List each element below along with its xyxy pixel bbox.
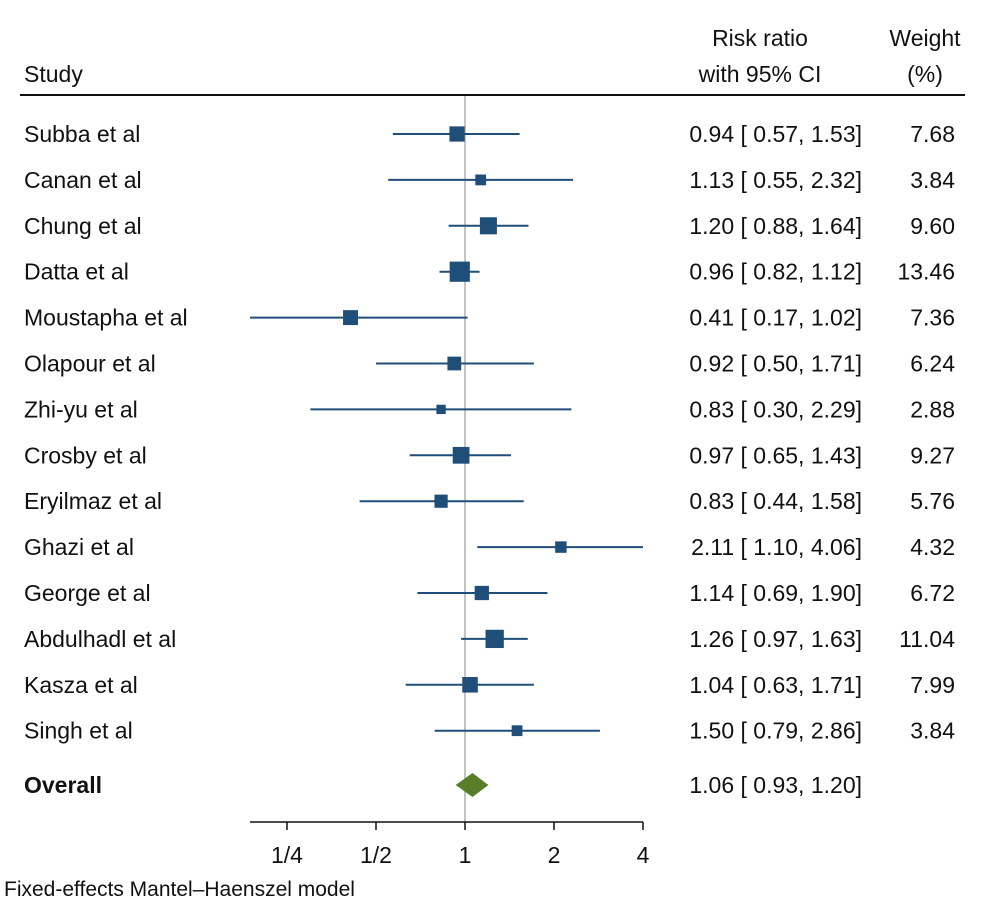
effect-marker — [486, 630, 504, 648]
overall-label: Overall — [24, 772, 102, 798]
study-row: Chung et al 1.20 [ 0.88, 1.64] 9.60 — [24, 213, 955, 239]
x-axis: 1/4 1/2 1 2 4 — [250, 822, 650, 868]
effect-marker — [453, 447, 470, 464]
study-row: Eryilmaz et al 0.83 [ 0.44, 1.58] 5.76 — [24, 488, 955, 514]
effect-marker — [462, 677, 478, 693]
study-row: Abdulhadl et al 1.26 [ 0.97, 1.63] 11.04 — [24, 626, 955, 652]
study-name: Crosby et al — [24, 442, 147, 468]
study-name: George et al — [24, 580, 151, 606]
effect-marker — [434, 495, 447, 508]
effect-marker — [475, 175, 486, 186]
weight-text: 11.04 — [899, 626, 955, 652]
study-name: Abdulhadl et al — [24, 626, 176, 652]
study-row: Moustapha et al 0.41 [ 0.17, 1.02] 7.36 — [24, 305, 955, 331]
study-name: Chung et al — [24, 213, 142, 239]
weight-text: 6.24 — [910, 351, 955, 377]
header-study: Study — [24, 61, 83, 87]
study-row: Subba et al 0.94 [ 0.57, 1.53] 7.68 — [24, 121, 955, 147]
ci-text: 0.41 [ 0.17, 1.02] — [689, 305, 862, 331]
study-row: Singh et al 1.50 [ 0.79, 2.86] 3.84 — [24, 718, 955, 744]
study-row: Olapour et al 0.92 [ 0.50, 1.71] 6.24 — [24, 351, 955, 377]
x-tick-label: 1/4 — [271, 842, 303, 868]
study-rows: Subba et al 0.94 [ 0.57, 1.53] 7.68 Canan e… — [24, 121, 955, 744]
ci-text: 0.96 [ 0.82, 1.12] — [689, 259, 862, 285]
header-ci: with 95% CI — [698, 61, 822, 87]
header-risk-ratio: Risk ratio — [712, 25, 808, 51]
weight-text: 6.72 — [910, 580, 955, 606]
ci-text: 0.92 [ 0.50, 1.71] — [689, 351, 862, 377]
weight-text: 9.60 — [910, 213, 955, 239]
effect-marker — [475, 586, 489, 600]
weight-text: 13.46 — [897, 259, 955, 285]
effect-marker — [480, 217, 497, 234]
ci-text: 0.97 [ 0.65, 1.43] — [689, 442, 862, 468]
study-row: George et al 1.14 [ 0.69, 1.90] 6.72 — [24, 580, 955, 606]
header-weight-unit: (%) — [907, 61, 943, 87]
ci-text: 0.83 [ 0.44, 1.58] — [689, 488, 862, 514]
weight-text: 2.88 — [910, 396, 955, 422]
x-tick-label: 4 — [637, 842, 650, 868]
study-row: Zhi-yu et al 0.83 [ 0.30, 2.29] 2.88 — [24, 396, 955, 422]
study-name: Singh et al — [24, 718, 133, 744]
weight-text: 3.84 — [910, 167, 955, 193]
ci-text: 1.20 [ 0.88, 1.64] — [689, 213, 862, 239]
effect-marker — [343, 310, 358, 325]
effect-marker — [555, 541, 566, 552]
ci-text: 0.94 [ 0.57, 1.53] — [689, 121, 862, 147]
study-name: Zhi-yu et al — [24, 396, 138, 422]
weight-text: 9.27 — [910, 442, 955, 468]
ci-text: 1.13 [ 0.55, 2.32] — [689, 167, 862, 193]
ci-text: 1.14 [ 0.69, 1.90] — [689, 580, 862, 606]
weight-text: 7.99 — [910, 672, 955, 698]
study-row: Datta et al 0.96 [ 0.82, 1.12] 13.46 — [24, 259, 955, 285]
overall-ci-text: 1.06 [ 0.93, 1.20] — [689, 772, 862, 798]
study-row: Ghazi et al 2.11 [ 1.10, 4.06] 4.32 — [24, 534, 955, 560]
study-row: Crosby et al 0.97 [ 0.65, 1.43] 9.27 — [24, 442, 955, 468]
weight-text: 5.76 — [910, 488, 955, 514]
effect-marker — [512, 725, 523, 736]
study-name: Subba et al — [24, 121, 140, 147]
overall-diamond — [456, 773, 489, 797]
weight-text: 7.36 — [910, 305, 955, 331]
header-weight: Weight — [889, 25, 961, 51]
effect-marker — [436, 405, 445, 414]
forest-plot: Study Risk ratio with 95% CI Weight (%) … — [0, 0, 1000, 918]
weight-text: 3.84 — [910, 718, 955, 744]
study-name: Kasza et al — [24, 672, 138, 698]
study-name: Olapour et al — [24, 351, 156, 377]
ci-text: 1.26 [ 0.97, 1.63] — [689, 626, 862, 652]
study-row: Canan et al 1.13 [ 0.55, 2.32] 3.84 — [24, 167, 955, 193]
study-name: Moustapha et al — [24, 305, 188, 331]
ci-text: 1.04 [ 0.63, 1.71] — [689, 672, 862, 698]
ci-text: 1.50 [ 0.79, 2.86] — [689, 718, 862, 744]
study-name: Datta et al — [24, 259, 129, 285]
weight-text: 7.68 — [910, 121, 955, 147]
x-tick-label: 2 — [548, 842, 561, 868]
effect-marker — [450, 262, 470, 282]
x-tick-label: 1/2 — [360, 842, 392, 868]
weight-text: 4.32 — [910, 534, 955, 560]
effect-marker — [449, 126, 464, 141]
study-name: Ghazi et al — [24, 534, 134, 560]
study-name: Canan et al — [24, 167, 142, 193]
study-name: Eryilmaz et al — [24, 488, 162, 514]
ci-text: 0.83 [ 0.30, 2.29] — [689, 396, 862, 422]
x-tick-label: 1 — [459, 842, 472, 868]
overall-row: Overall 1.06 [ 0.93, 1.20] — [24, 772, 862, 798]
effect-marker — [447, 357, 461, 371]
footnote: Fixed-effects Mantel–Haenszel model — [4, 878, 355, 902]
ci-text: 2.11 [ 1.10, 4.06] — [691, 534, 862, 560]
study-row: Kasza et al 1.04 [ 0.63, 1.71] 7.99 — [24, 672, 955, 698]
